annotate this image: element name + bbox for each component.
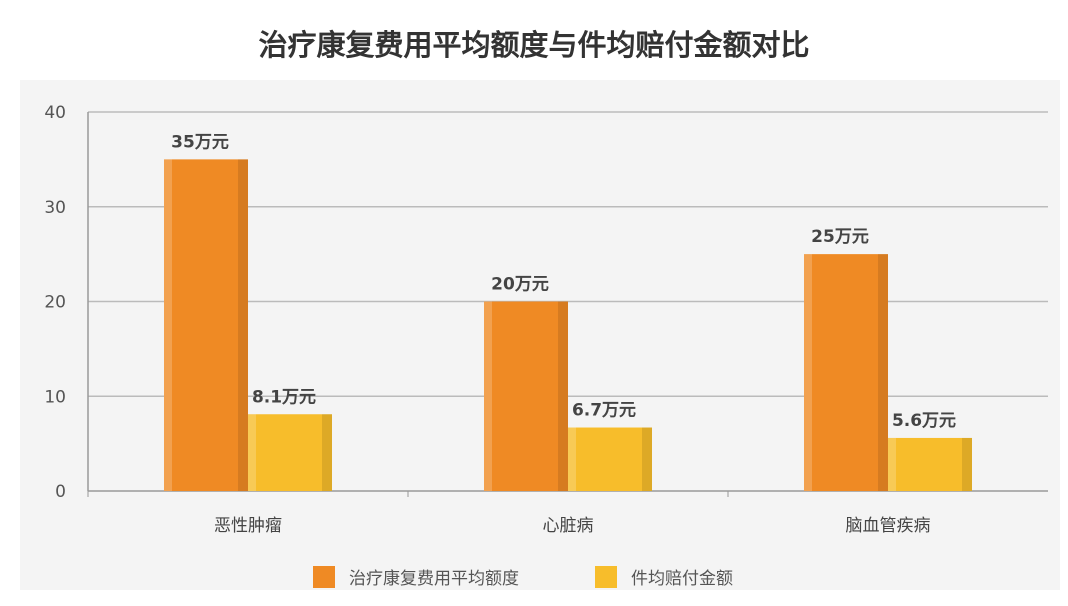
bar — [164, 159, 248, 491]
y-tick-label: 0 — [55, 482, 66, 502]
data-labels: 35万元 8.1万元 20万元 6.7万元 25万元 5.6万元 — [171, 132, 956, 431]
bar — [804, 254, 888, 491]
data-label: 20万元 — [491, 275, 549, 295]
bar-shade — [642, 427, 652, 491]
bar — [484, 301, 568, 491]
bar-highlight — [804, 254, 812, 491]
legend-label: 件均赔付金额 — [631, 569, 733, 589]
y-tick-label: 10 — [44, 387, 66, 407]
bar-highlight — [164, 159, 172, 491]
y-tick-label: 40 — [44, 103, 66, 123]
y-tick-label: 30 — [44, 198, 66, 218]
bar-shade — [558, 301, 568, 491]
bar-highlight — [568, 427, 576, 491]
data-label: 8.1万元 — [252, 387, 316, 407]
bar — [568, 427, 652, 491]
legend: 治疗康复费用平均额度 件均赔付金额 — [313, 566, 733, 589]
x-category-label: 脑血管疾病 — [846, 516, 931, 536]
x-category-label: 心脏病 — [543, 516, 594, 536]
chart-title: 治疗康复费用平均额度与件均赔付金额对比 — [258, 28, 809, 62]
bar — [248, 414, 332, 491]
bar-shade — [322, 414, 332, 491]
bar-shade — [878, 254, 888, 491]
bar-shade — [238, 159, 248, 491]
bar-shade — [962, 437, 972, 491]
data-label: 25万元 — [811, 227, 869, 247]
data-label: 6.7万元 — [572, 401, 636, 421]
legend-swatch — [313, 566, 335, 588]
bars — [164, 159, 972, 491]
y-axis-ticks: 0 10 20 30 40 — [44, 103, 66, 502]
bar-highlight — [484, 301, 492, 491]
bar — [888, 437, 972, 491]
legend-swatch — [595, 566, 617, 588]
x-axis-categories: 恶性肿瘤 心脏病 脑血管疾病 — [214, 516, 931, 536]
bar-highlight — [248, 414, 256, 491]
data-label: 35万元 — [171, 132, 229, 152]
x-category-label: 恶性肿瘤 — [214, 516, 282, 536]
bar-highlight — [888, 437, 896, 491]
data-label: 5.6万元 — [892, 411, 956, 431]
legend-label: 治疗康复费用平均额度 — [349, 569, 519, 589]
y-tick-label: 20 — [44, 293, 66, 313]
